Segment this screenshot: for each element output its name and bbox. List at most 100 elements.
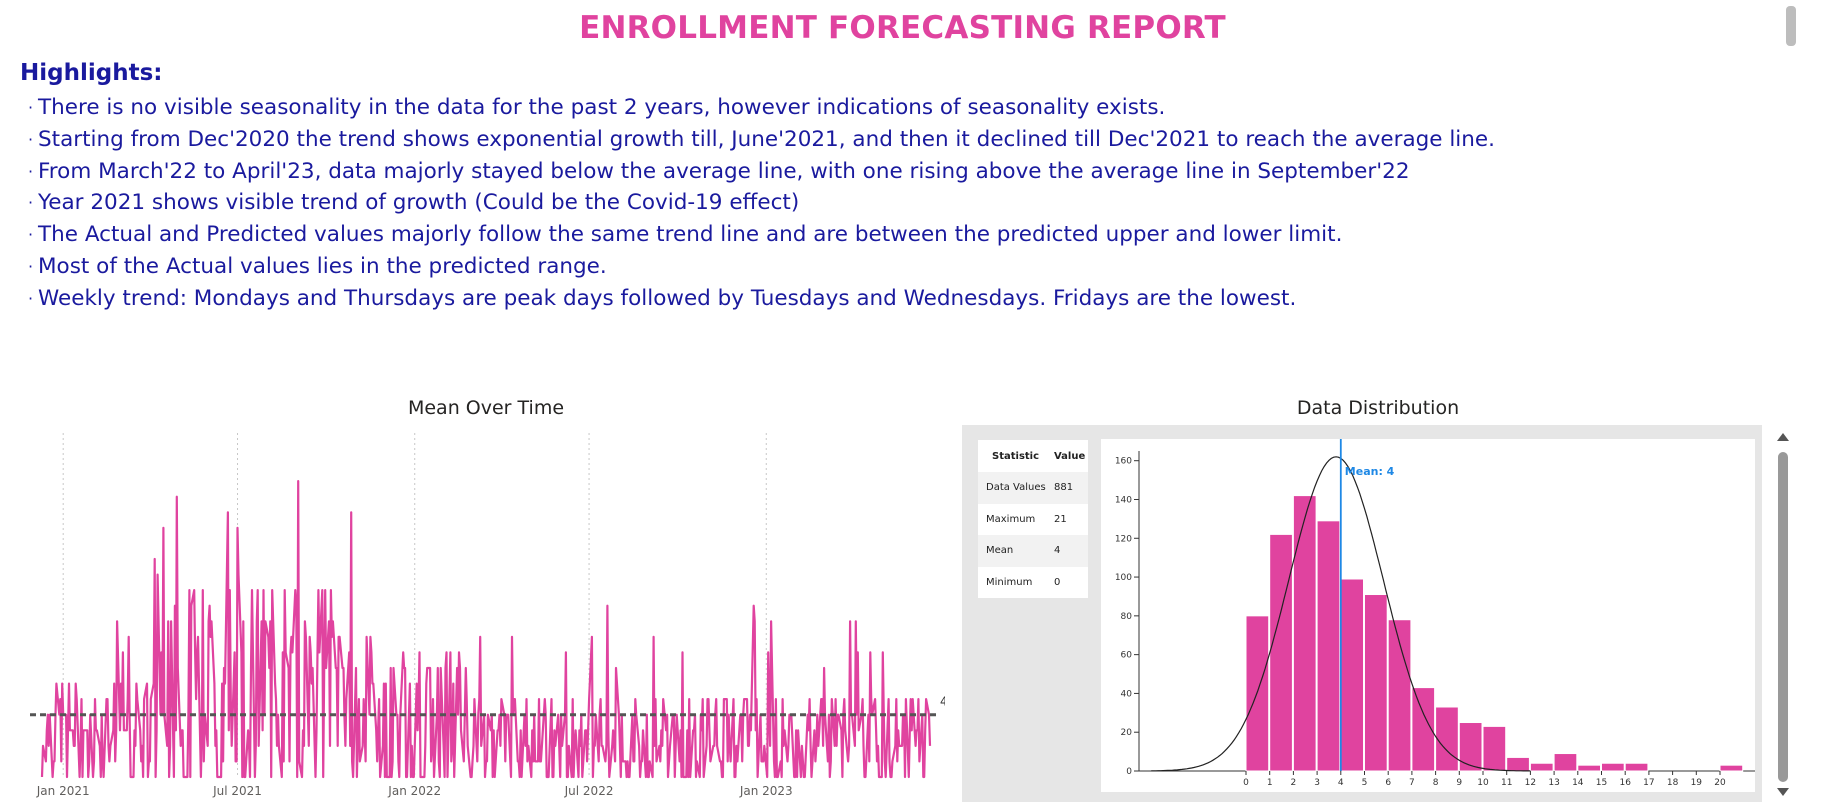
x-tick-label: 18	[1667, 778, 1679, 788]
mean-over-time-chart: Jan 2021 Jul 2021 Jan 2022 Jul 2022 Jan 2023…	[30, 433, 945, 798]
statistic-name: Minimum	[978, 566, 1050, 598]
histogram-bar	[1553, 753, 1578, 772]
histogram-bar	[1316, 520, 1341, 772]
mean-marker-label: Mean: 4	[1345, 465, 1395, 478]
y-tick-label: 0	[1126, 767, 1132, 777]
highlight-text: Year 2021 shows visible trend of growth …	[38, 190, 800, 216]
statistic-value: 0	[1049, 566, 1088, 598]
histogram-bar	[1601, 762, 1625, 772]
x-tick-label: 6	[1385, 778, 1391, 788]
bullet-icon: ·	[28, 256, 34, 276]
statistic-name: Mean	[978, 535, 1050, 567]
page-scrollbar-thumb[interactable]	[1786, 6, 1796, 46]
x-tick-label: 7	[1409, 778, 1415, 788]
bullet-icon: ·	[28, 98, 34, 117]
x-tick-label: Jan 2022	[387, 784, 441, 798]
bullet-icon: ·	[28, 161, 34, 181]
x-tick-label: Jul 2021	[212, 784, 262, 798]
x-tick-label: 19	[1691, 778, 1703, 788]
histogram-bar	[1387, 619, 1412, 772]
histogram-bar	[1411, 687, 1436, 772]
y-tick-label: 80	[1121, 612, 1133, 622]
distribution-panel: Statistic Value Data Values 881 Maximum …	[962, 425, 1762, 802]
statistics-row: Data Values 881	[978, 472, 1088, 504]
y-tick-label: 20	[1121, 728, 1133, 738]
statistics-row: Maximum 21	[978, 503, 1088, 535]
statistics-header-row: Statistic Value	[978, 440, 1088, 472]
statistic-value: 21	[1049, 503, 1088, 535]
line-chart-title: Mean Over Time	[407, 397, 565, 419]
histogram-bar	[1435, 706, 1459, 772]
x-tick-label: 12	[1525, 778, 1536, 788]
highlight-item: · Most of the Actual values lies in the p…	[28, 251, 1495, 283]
x-tick-label: Jan 2023	[739, 784, 793, 798]
statistic-name: Data Values	[978, 472, 1050, 504]
histogram-bar	[1269, 533, 1293, 772]
highlights-list: · There is no visible seasonality in the …	[28, 92, 1495, 315]
report-title: ENROLLMENT FORECASTING REPORT	[579, 10, 1226, 46]
bullet-icon: ·	[28, 288, 34, 308]
histogram-area: 0 20 40 60 80 100 120 140 160 0 1 2 3 4 5 6 7 8 9 10 11 12 13 1…	[1101, 439, 1755, 792]
histogram-bar	[1482, 725, 1507, 772]
x-tick-label: Jul 2022	[564, 784, 614, 798]
y-tick-label: 60	[1121, 651, 1133, 661]
highlight-item: · Year 2021 shows visible trend of growth…	[28, 187, 1495, 219]
x-tick-label: 10	[1477, 778, 1489, 788]
highlights-heading: Highlights:	[20, 60, 163, 86]
statistic-header: Statistic	[978, 440, 1050, 472]
y-tick-label: 120	[1115, 534, 1132, 544]
scroll-up-icon[interactable]	[1777, 433, 1789, 441]
x-tick-label: Jan 2021	[36, 784, 90, 798]
histogram-bar	[1340, 578, 1365, 772]
statistic-name: Maximum	[978, 503, 1050, 535]
statistics-table: Statistic Value Data Values 881 Maximum …	[978, 440, 1088, 598]
x-tick-label: 0	[1243, 778, 1249, 788]
histogram-bar	[1577, 764, 1601, 772]
highlight-text: From March'22 to April'23, data majorly …	[38, 158, 1410, 184]
histogram-bar	[1292, 495, 1317, 772]
scroll-down-icon[interactable]	[1777, 788, 1789, 796]
x-tick-label: 11	[1501, 778, 1512, 788]
highlight-item: · From March'22 to April'23, data majorly…	[28, 156, 1495, 188]
histogram-bar	[1529, 762, 1554, 772]
x-tick-label: 2	[1291, 778, 1297, 788]
x-tick-label: 4	[1338, 778, 1344, 788]
highlight-item: · The Actual and Predicted values majorly…	[28, 219, 1495, 251]
y-tick-label: 160	[1115, 457, 1132, 467]
y-tick-label: 100	[1115, 573, 1132, 583]
highlight-item: · Starting from Dec'2020 the trend shows …	[28, 124, 1495, 156]
highlight-text: Most of the Actual values lies in the pr…	[38, 253, 607, 279]
series-line	[40, 480, 932, 779]
x-tick-label: 16	[1619, 778, 1631, 788]
mean-label: 4	[940, 695, 945, 709]
scrollbar-thumb[interactable]	[1778, 452, 1788, 782]
statistics-row: Mean 4	[978, 535, 1088, 567]
histogram-bar	[1506, 756, 1530, 772]
bullet-icon: ·	[28, 225, 34, 245]
x-tick-label: 5	[1362, 778, 1368, 788]
x-tick-label: 8	[1433, 778, 1439, 788]
highlight-text: The Actual and Predicted values majorly …	[38, 222, 1343, 248]
x-tick-label: 9	[1456, 778, 1462, 788]
y-tick-label: 140	[1115, 495, 1132, 505]
x-tick-label: 14	[1572, 778, 1584, 788]
x-tick-label: 17	[1643, 778, 1654, 788]
statistic-value: 881	[1049, 472, 1088, 504]
bullet-icon: ·	[28, 129, 34, 149]
y-tick-label: 40	[1121, 689, 1133, 699]
x-tick-label: 20	[1714, 778, 1726, 788]
highlight-item: · There is no visible seasonality in the …	[28, 92, 1495, 124]
highlight-item: · Weekly trend: Mondays and Thursdays are…	[28, 283, 1495, 315]
bullet-icon: ·	[28, 193, 34, 213]
statistics-row: Minimum 0	[978, 566, 1088, 598]
value-header: Value	[1049, 440, 1088, 472]
highlight-text: Weekly trend: Mondays and Thursdays are …	[38, 285, 1297, 311]
distribution-chart-title: Data Distribution	[1296, 397, 1460, 419]
highlight-text: Starting from Dec'2020 the trend shows e…	[38, 126, 1495, 152]
x-tick-label: 3	[1314, 778, 1320, 788]
x-tick-label: 15	[1596, 778, 1607, 788]
distribution-scrollbar[interactable]	[1774, 428, 1792, 798]
histogram-bar	[1458, 722, 1483, 772]
histogram-bar	[1719, 764, 1744, 772]
